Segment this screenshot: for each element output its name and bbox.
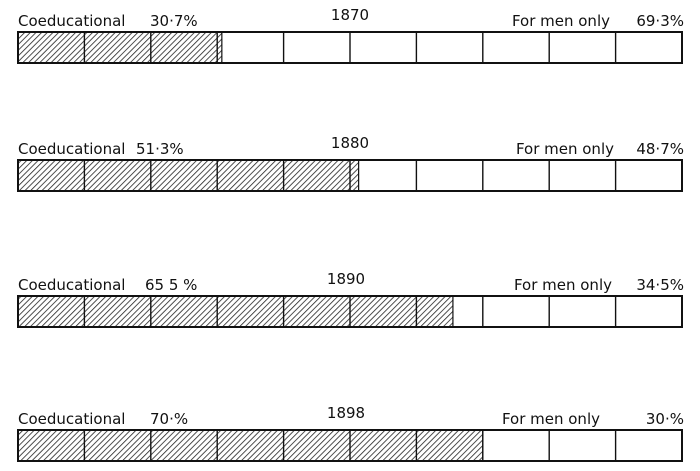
men-only-label: For men only bbox=[516, 140, 614, 158]
bar-row-1890: Coeducational 65 5 % 1890 For men only 34·5% bbox=[17, 270, 684, 328]
coeducational-value: 30·7% bbox=[150, 12, 198, 30]
bar-outline bbox=[17, 31, 683, 64]
men-only-label: For men only bbox=[514, 276, 612, 294]
men-only-value: 30·% bbox=[646, 410, 684, 428]
year-label: 1870 bbox=[331, 6, 369, 24]
men-only-label: For men only bbox=[512, 12, 610, 30]
bar-row-1870: Coeducational 30·7% 1870 For men only 69·3% bbox=[17, 6, 684, 64]
coeducational-bar-1898 bbox=[18, 430, 483, 461]
year-label: 1890 bbox=[327, 270, 365, 288]
bar-outline bbox=[17, 159, 683, 192]
coeducational-label: Coeducational bbox=[18, 410, 125, 428]
bar-row-1898: Coeducational 70·% 1898 For men only 30·% bbox=[17, 404, 684, 462]
coeducational-value: 51·3% bbox=[136, 140, 184, 158]
men-only-bar-1880 bbox=[358, 160, 682, 191]
men-only-bar-1898 bbox=[482, 430, 682, 461]
men-only-value: 48·7% bbox=[636, 140, 684, 158]
men-only-value: 69·3% bbox=[636, 12, 684, 30]
coeducational-bar-1880 bbox=[18, 160, 359, 191]
bar-outline bbox=[17, 295, 683, 328]
year-label: 1898 bbox=[327, 404, 365, 422]
year-label: 1880 bbox=[331, 134, 369, 152]
coeducational-bar-1890 bbox=[18, 296, 453, 327]
coeducational-bar-1870 bbox=[18, 32, 222, 63]
men-only-bar-1890 bbox=[452, 296, 682, 327]
men-only-value: 34·5% bbox=[636, 276, 684, 294]
men-only-label: For men only bbox=[502, 410, 600, 428]
bar-outline bbox=[17, 429, 683, 462]
coeducational-value: 65 5 % bbox=[145, 276, 197, 294]
coeducational-value: 70·% bbox=[150, 410, 188, 428]
coeducational-label: Coeducational bbox=[18, 140, 125, 158]
coeducational-label: Coeducational bbox=[18, 276, 125, 294]
bar-row-1880: Coeducational 51·3% 1880 For men only 48·7% bbox=[17, 134, 684, 192]
coeducational-label: Coeducational bbox=[18, 12, 125, 30]
men-only-bar-1870 bbox=[221, 32, 682, 63]
